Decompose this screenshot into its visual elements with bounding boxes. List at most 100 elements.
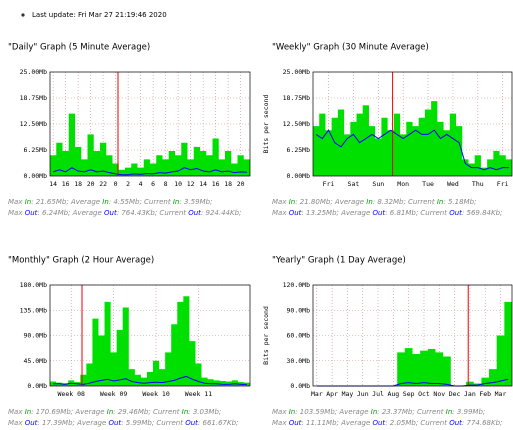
y-tick-label: 30.0Mb	[287, 357, 311, 365]
x-tick-label: 16	[62, 180, 70, 188]
y-tick-label: 0.00Mb	[24, 172, 48, 180]
stats-line: Max In: 103.59Mb; Average In: 23.37Mb; C…	[272, 408, 485, 416]
series-name: Out	[289, 419, 302, 427]
x-tick-label: 8	[164, 180, 168, 188]
stats-text: : 4.55Mb; Current	[109, 198, 173, 206]
stats-text: : 21.80Mb; Average	[295, 198, 366, 206]
series-name: Out	[188, 209, 201, 217]
plot-frame	[49, 284, 251, 387]
x-tick-label: 10	[174, 180, 182, 188]
series-name: Out	[108, 419, 121, 427]
x-tick-label: Fri	[497, 180, 509, 188]
y-tick-label: 90.0Mb	[287, 306, 311, 314]
stats-text: Max	[8, 408, 25, 416]
stats-text: : 8.32Mb; Current	[373, 198, 437, 206]
out-line	[315, 129, 509, 171]
y-axis-label: Bits per second	[262, 306, 270, 365]
x-tick-label: 12	[187, 180, 195, 188]
x-tick-label: Mon	[397, 180, 409, 188]
x-tick-label: Sun	[372, 180, 384, 188]
stats-text: : 774.68Kb;	[462, 419, 502, 427]
x-tick-label: Oct	[418, 390, 430, 398]
x-tick-label: 14	[49, 180, 57, 188]
chart-title: "Monthly" Graph (2 Hour Average)	[8, 256, 154, 266]
y-tick-label: 90.0Mb	[24, 332, 48, 340]
series-name: In	[289, 198, 296, 206]
x-tick-label: 18	[74, 180, 82, 188]
stats-text: : 6.24Mb; Average	[37, 209, 104, 217]
x-tick-label: Aug	[387, 390, 399, 398]
series-name: In	[446, 408, 453, 416]
series-name: Out	[25, 209, 38, 217]
x-tick-label: Jul	[372, 390, 384, 398]
stats-text: : 3.59Mb;	[179, 198, 212, 206]
y-tick-label: 135.0Mb	[20, 306, 47, 314]
plot-frame	[312, 71, 513, 177]
series-name: In	[182, 408, 189, 416]
stats-text: Max	[272, 209, 289, 217]
chart-title: "Weekly" Graph (30 Minute Average)	[272, 43, 429, 53]
x-tick-label: Apr	[326, 390, 338, 398]
x-tick-label: Fri	[323, 180, 335, 188]
y-tick-label: 6.25Mb	[24, 146, 48, 154]
series-name: Out	[185, 419, 198, 427]
stats-text: : 5.99Mb; Current	[121, 419, 185, 427]
in-area	[50, 113, 250, 176]
in-area	[313, 101, 512, 176]
stats-text: : 6.81Mb; Current	[385, 209, 449, 217]
x-tick-label: Jan	[464, 390, 476, 398]
x-tick-label: Dec	[449, 390, 461, 398]
stats-text: Max	[272, 419, 289, 427]
series-name: In	[371, 408, 378, 416]
y-tick-label: 18.75Mb	[20, 94, 47, 102]
stats-text: : 11.11Mb; Average	[301, 419, 372, 427]
stats-text: : 23.37Mb; Current	[377, 408, 445, 416]
x-tick-label: Week 10	[142, 390, 169, 398]
stats-text: : 764.43Kb; Current	[117, 209, 189, 217]
series-name: In	[25, 408, 32, 416]
series-name: Out	[25, 419, 38, 427]
stats-text: Max	[8, 209, 25, 217]
stats-line: Max Out: 13.25Mb; Average Out: 6.81Mb; C…	[272, 209, 502, 217]
x-tick-label: Mar	[495, 390, 507, 398]
chart-title: "Yearly" Graph (1 Day Average)	[272, 256, 406, 266]
series-name: Out	[449, 209, 462, 217]
x-tick-label: Week 09	[100, 390, 127, 398]
x-tick-label: Week 11	[185, 390, 212, 398]
x-tick-label: 2	[126, 180, 130, 188]
stats-text: Max	[272, 198, 289, 206]
x-tick-label: Week 08	[58, 390, 85, 398]
series-name: In	[366, 198, 373, 206]
stats-text: Max	[272, 408, 289, 416]
stats-text: : 2.05Mb; Current	[385, 419, 449, 427]
out-line	[52, 167, 247, 176]
stats-text: : 17.39Mb; Average	[37, 419, 108, 427]
y-tick-label: 12.50Mb	[20, 120, 47, 128]
x-tick-label: Mar	[311, 390, 323, 398]
stats-text: : 13.25Mb; Average	[301, 209, 372, 217]
stats-text: : 924.44Kb;	[201, 209, 241, 217]
stats-text: : 3.99Mb;	[452, 408, 485, 416]
series-name: Out	[104, 209, 117, 217]
plot-frame	[312, 284, 513, 387]
stats-line: Max In: 170.69Mb; Average In: 29.46Mb; C…	[8, 408, 221, 416]
series-name: Out	[372, 209, 385, 217]
y-tick-label: 60.0Mb	[287, 332, 311, 340]
in-area	[313, 301, 512, 386]
series-name: Out	[289, 209, 302, 217]
x-tick-label: 18	[224, 180, 232, 188]
stats-line: Max Out: 17.39Mb; Average Out: 5.99Mb; C…	[8, 419, 238, 427]
x-tick-label: Feb	[479, 390, 491, 398]
x-tick-label: Tue	[422, 180, 434, 188]
x-tick-label: Sep	[403, 390, 415, 398]
stats-line: Max Out: 6.24Mb; Average Out: 764.43Kb; …	[8, 209, 241, 217]
plot-frame	[49, 71, 251, 177]
x-tick-label: Nov	[433, 390, 445, 398]
chart-title: "Daily" Graph (5 Minute Average)	[8, 43, 150, 53]
last-update: Last update: Fri Mar 27 21:19:46 2020	[32, 11, 167, 19]
series-name: Out	[372, 419, 385, 427]
y-tick-label: 180.0Mb	[20, 281, 47, 289]
out-line	[53, 375, 247, 385]
stats-text: : 5.18Mb;	[443, 198, 476, 206]
